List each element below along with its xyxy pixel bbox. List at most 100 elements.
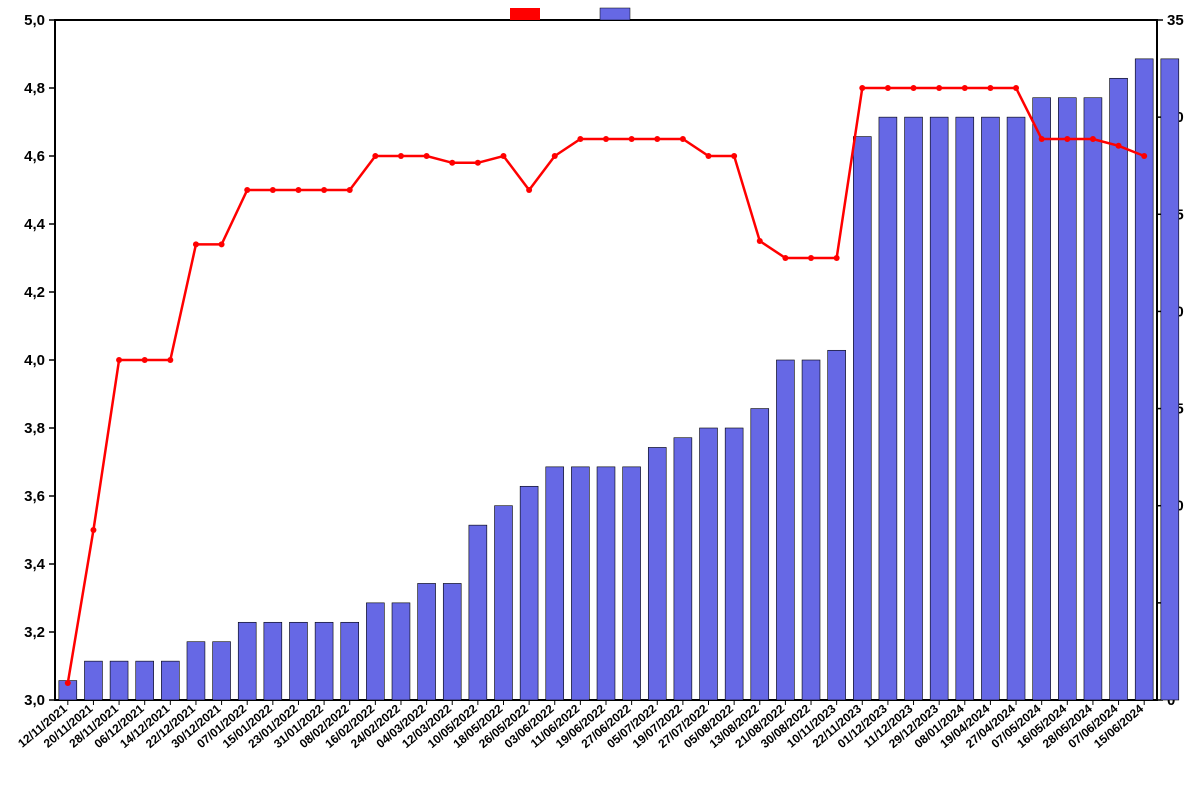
line-marker (757, 238, 763, 244)
chart-root: 3,03,23,43,63,84,04,24,44,64,85,00510152… (0, 0, 1200, 800)
y-left-tick-label: 4,6 (24, 148, 45, 165)
line-marker (347, 187, 353, 193)
line-marker (1013, 85, 1019, 91)
y-left-tick-label: 4,0 (24, 352, 45, 369)
line-marker (1116, 143, 1122, 149)
line-marker (295, 187, 301, 193)
line-marker (167, 357, 173, 363)
bar (828, 350, 846, 700)
y-left-tick-label: 4,4 (24, 216, 46, 233)
line-marker (219, 241, 225, 247)
bar (700, 428, 718, 700)
y-left-tick-label: 3,6 (24, 488, 45, 505)
bar (136, 661, 154, 700)
bar (1084, 98, 1102, 700)
line-marker (782, 255, 788, 261)
bar (110, 661, 128, 700)
bar (981, 117, 999, 700)
bar (366, 603, 384, 700)
bar (725, 428, 743, 700)
bar (623, 467, 641, 700)
bar (418, 583, 436, 700)
bar (879, 117, 897, 700)
bar (213, 642, 231, 700)
line-marker (65, 680, 71, 686)
legend-line-swatch (510, 8, 540, 20)
bar (161, 661, 179, 700)
bar (443, 583, 461, 700)
bar (1007, 117, 1025, 700)
bar (1033, 98, 1051, 700)
bar (648, 447, 666, 700)
line-marker (987, 85, 993, 91)
bar (264, 622, 282, 700)
bar (289, 622, 307, 700)
line-marker (142, 357, 148, 363)
legend-bar-swatch (600, 8, 630, 20)
line-marker (911, 85, 917, 91)
line-marker (500, 153, 506, 159)
line-marker (552, 153, 558, 159)
line-marker (808, 255, 814, 261)
line-marker (629, 136, 635, 142)
line-marker (90, 527, 96, 533)
y-left-tick-label: 4,8 (24, 80, 45, 97)
bar (905, 117, 923, 700)
line-marker (270, 187, 276, 193)
y-left-tick-label: 3,0 (24, 692, 45, 709)
line-marker (116, 357, 122, 363)
line-marker (885, 85, 891, 91)
line-marker (859, 85, 865, 91)
bar (802, 360, 820, 700)
bar (1110, 78, 1128, 700)
line-marker (526, 187, 532, 193)
bar (238, 622, 256, 700)
line-marker (244, 187, 250, 193)
line-marker (731, 153, 737, 159)
y-right-tick-label: 35 (1167, 12, 1184, 29)
line-marker (321, 187, 327, 193)
bar (571, 467, 589, 700)
line-marker (962, 85, 968, 91)
bar (469, 525, 487, 700)
y-left-tick-label: 3,2 (24, 624, 45, 641)
bar (597, 467, 615, 700)
bar (853, 137, 871, 700)
bar (187, 642, 205, 700)
bar (776, 360, 794, 700)
bar (315, 622, 333, 700)
line-marker (372, 153, 378, 159)
line-marker (577, 136, 583, 142)
line-marker (654, 136, 660, 142)
line-marker (936, 85, 942, 91)
bar (392, 603, 410, 700)
bar (546, 467, 564, 700)
y-left-tick-label: 3,8 (24, 420, 45, 437)
line-marker (475, 160, 481, 166)
bar (1058, 98, 1076, 700)
y-left-tick-label: 4,2 (24, 284, 45, 301)
bar (956, 117, 974, 700)
y-left-tick-label: 5,0 (24, 12, 45, 29)
line-marker (1141, 153, 1147, 159)
bar (1161, 59, 1179, 700)
bar (751, 409, 769, 700)
line-marker (603, 136, 609, 142)
bar (674, 438, 692, 700)
line-marker (398, 153, 404, 159)
line-marker (449, 160, 455, 166)
y-left-tick-label: 3,4 (24, 556, 46, 573)
line-marker (706, 153, 712, 159)
line-marker (834, 255, 840, 261)
line-marker (1090, 136, 1096, 142)
line-marker (1039, 136, 1045, 142)
chart-svg: 3,03,23,43,63,84,04,24,44,64,85,00510152… (0, 0, 1200, 800)
bar (520, 486, 538, 700)
line-marker (424, 153, 430, 159)
bar (930, 117, 948, 700)
line-marker (1064, 136, 1070, 142)
line-marker (193, 241, 199, 247)
bar (84, 661, 102, 700)
bar (495, 506, 513, 700)
bar (341, 622, 359, 700)
